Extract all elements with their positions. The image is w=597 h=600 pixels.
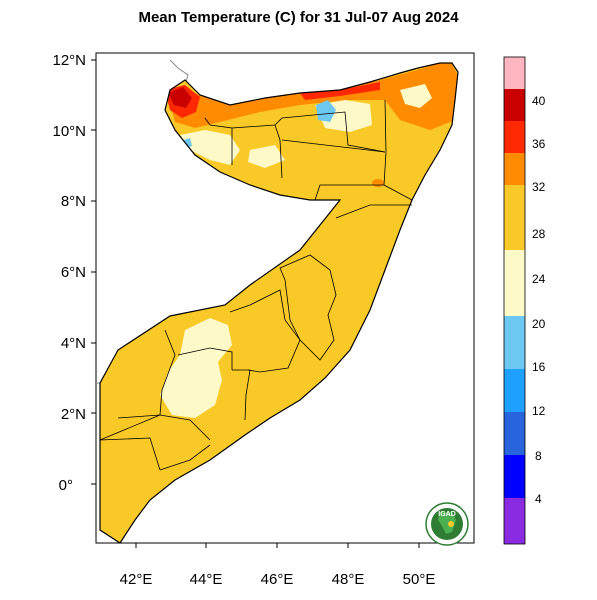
cb-swatch-20-24 — [504, 250, 525, 316]
y-tick-6n: 6°N — [61, 264, 86, 281]
neighbour-borders — [96, 59, 189, 384]
cb-swatch-8-12 — [504, 412, 525, 455]
cb-swatch-12-16 — [504, 369, 525, 412]
cb-swatch-below-4 — [504, 498, 525, 544]
cb-label-40: 40 — [532, 94, 546, 108]
band-20-24-inner — [248, 145, 285, 168]
band-36-40 — [168, 87, 192, 108]
x-tick-50e: 50°E — [403, 571, 436, 588]
cb-label-12: 12 — [532, 404, 546, 418]
cb-swatch-40-plus — [504, 57, 525, 89]
cb-swatch-16-20 — [504, 316, 525, 369]
y-tick-8n: 8°N — [61, 193, 86, 210]
x-tick-46e: 46°E — [261, 571, 294, 588]
y-tick-0: 0° — [59, 477, 73, 494]
region-borders — [99, 99, 413, 471]
cb-label-8: 8 — [535, 449, 542, 463]
cb-label-28: 28 — [532, 227, 546, 241]
y-axis: 12°N 10°N 8°N 6°N 4°N 2°N 0° — [52, 52, 96, 494]
band-32-36-east — [300, 82, 380, 100]
cb-swatch-36-40 — [504, 89, 525, 121]
igad-logo-icon: IGAD — [425, 502, 469, 546]
map-title: Mean Temperature (C) for 31 Jul-07 Aug 2… — [138, 9, 459, 26]
cb-label-16: 16 — [532, 360, 546, 374]
x-tick-44e: 44°E — [190, 571, 223, 588]
band-20-24-central — [160, 318, 232, 418]
y-tick-10n: 10°N — [52, 123, 86, 140]
cb-label-20: 20 — [532, 317, 546, 331]
band-28-32-spot — [372, 179, 384, 187]
y-tick-12n: 12°N — [52, 52, 86, 69]
cb-swatch-24-28 — [504, 185, 525, 250]
somalia-outline — [99, 62, 459, 544]
cb-swatch-4-8 — [504, 455, 525, 498]
cb-swatch-28-32 — [504, 153, 525, 185]
igad-logo-text: IGAD — [438, 511, 456, 518]
ne-plateau-light — [400, 84, 432, 108]
cb-label-36: 36 — [532, 137, 546, 151]
band-20-24-northwest — [180, 130, 240, 165]
x-tick-42e: 42°E — [120, 571, 153, 588]
cb-label-24: 24 — [532, 272, 546, 286]
y-tick-4n: 4°N — [61, 335, 86, 352]
x-axis: 42°E 44°E 46°E 48°E 50°E — [120, 543, 436, 588]
y-tick-2n: 2°N — [61, 406, 86, 423]
cb-label-32: 32 — [532, 180, 546, 194]
cb-label-4: 4 — [535, 492, 542, 506]
colorbar: 40 36 32 28 24 20 16 12 8 4 — [503, 56, 546, 545]
x-tick-48e: 48°E — [332, 571, 365, 588]
band-16-20-pool — [316, 100, 336, 122]
cb-swatch-32-36 — [504, 121, 525, 153]
